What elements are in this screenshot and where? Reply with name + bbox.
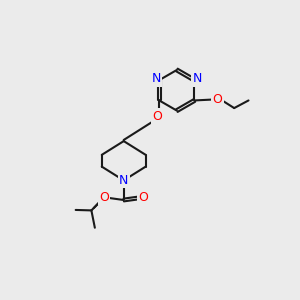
Text: O: O (152, 110, 162, 123)
Text: N: N (119, 174, 128, 187)
Text: N: N (152, 73, 161, 85)
Text: O: O (213, 93, 223, 106)
Text: O: O (99, 191, 109, 204)
Text: O: O (138, 191, 148, 204)
Text: N: N (193, 73, 202, 85)
